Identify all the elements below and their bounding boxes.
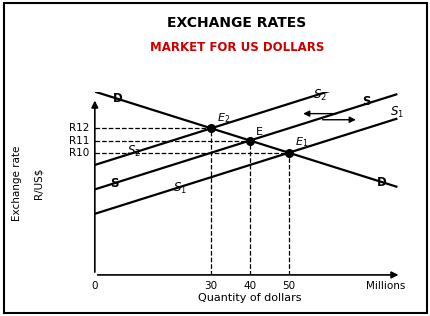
Text: S: S xyxy=(110,177,118,190)
Text: EXCHANGE RATES: EXCHANGE RATES xyxy=(167,16,306,30)
Text: 50: 50 xyxy=(282,281,295,291)
Text: S: S xyxy=(361,95,370,108)
Text: $S_1$: $S_1$ xyxy=(173,181,187,196)
Text: MARKET FOR US DOLLARS: MARKET FOR US DOLLARS xyxy=(150,41,323,54)
Text: $E_2$: $E_2$ xyxy=(216,111,230,125)
Text: Millions: Millions xyxy=(365,281,405,291)
Text: $S_2$: $S_2$ xyxy=(126,144,140,159)
Text: E: E xyxy=(255,127,262,137)
Text: Exchange rate: Exchange rate xyxy=(12,146,22,221)
Text: 0: 0 xyxy=(91,281,98,291)
Text: Quantity of dollars: Quantity of dollars xyxy=(198,293,301,303)
Text: 40: 40 xyxy=(243,281,256,291)
Text: D: D xyxy=(113,93,123,106)
Text: $E_1$: $E_1$ xyxy=(294,135,307,149)
Text: R12: R12 xyxy=(68,123,89,133)
Text: R10: R10 xyxy=(69,148,89,158)
Text: 30: 30 xyxy=(204,281,217,291)
Text: D: D xyxy=(376,176,386,189)
Text: R11: R11 xyxy=(68,136,89,145)
Text: $S_2$: $S_2$ xyxy=(312,88,326,103)
Text: $S_1$: $S_1$ xyxy=(390,105,403,120)
Text: R/US$: R/US$ xyxy=(34,167,44,199)
